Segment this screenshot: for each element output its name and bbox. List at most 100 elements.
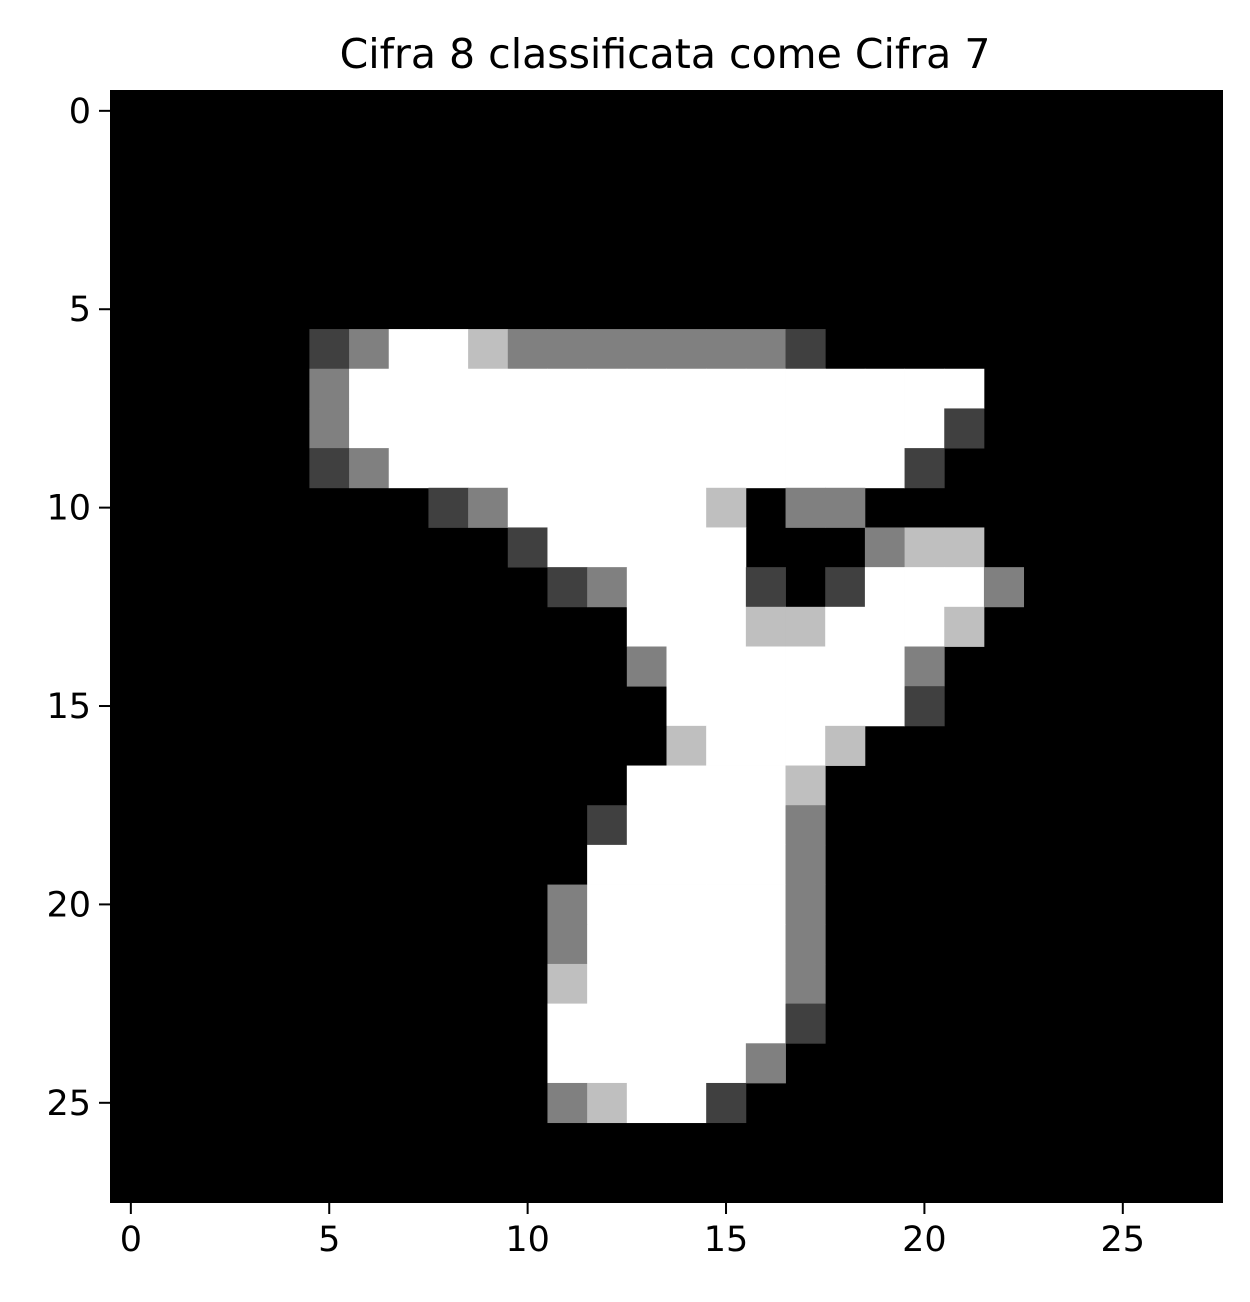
heatmap-cell (745, 924, 786, 965)
heatmap-cell (825, 368, 866, 409)
heatmap-cell (745, 448, 786, 489)
heatmap-cell (864, 527, 905, 568)
heatmap-cell (388, 448, 429, 489)
heatmap-cell (706, 686, 747, 727)
heatmap-cell (547, 329, 588, 370)
heatmap-cell (587, 1043, 628, 1084)
y-tick-label: 20 (46, 885, 91, 925)
heatmap-cell (626, 567, 667, 608)
heatmap-cell (468, 329, 509, 370)
heatmap-cell (666, 686, 707, 727)
heatmap-cell (785, 1003, 826, 1044)
heatmap-cell (745, 368, 786, 409)
heatmap-cell (626, 805, 667, 846)
heatmap-cell (666, 567, 707, 608)
heatmap-cell (626, 1003, 667, 1044)
heatmap-cell (626, 765, 667, 806)
heatmap-cell (864, 408, 905, 449)
heatmap-cell (547, 963, 588, 1005)
heatmap-cell (388, 329, 429, 370)
heatmap-cell (785, 329, 826, 370)
heatmap-cell (864, 567, 905, 608)
heatmap-cell (587, 368, 628, 409)
heatmap-cell (626, 924, 667, 965)
heatmap-cell (785, 725, 826, 766)
heatmap-cell (944, 567, 985, 608)
heatmap-cell (507, 487, 548, 528)
heatmap-cell (785, 487, 826, 528)
heatmap-cell (706, 329, 747, 370)
heatmap-cell (507, 408, 548, 449)
heatmap-cell (785, 844, 826, 885)
heatmap-cell (706, 924, 747, 965)
heatmap-cell (547, 487, 588, 528)
heatmap-cell (507, 368, 548, 409)
heatmap-cell (745, 408, 786, 449)
heatmap-cell (666, 448, 707, 489)
heatmap-cell (666, 1082, 707, 1124)
heatmap-cell (428, 448, 469, 489)
heatmap-cell (587, 924, 628, 965)
heatmap-cell (468, 487, 509, 528)
heatmap-cell (706, 408, 747, 449)
heatmap-cell (547, 1082, 588, 1124)
heatmap-cell (825, 725, 866, 766)
heatmap-cell (349, 408, 390, 449)
heatmap-cell (626, 606, 667, 647)
heatmap-cell (587, 567, 628, 608)
heatmap-cell (626, 884, 667, 925)
heatmap-cell (507, 527, 548, 568)
x-tick-label: 15 (704, 1220, 749, 1260)
heatmap-cell (904, 567, 945, 608)
heatmap-cell (706, 1082, 747, 1124)
heatmap-cell (666, 606, 707, 647)
heatmap-cell (428, 487, 469, 528)
heatmap-cell (388, 408, 429, 449)
heatmap-cell (349, 448, 390, 489)
y-tick-label: 25 (46, 1084, 91, 1124)
heatmap-cell (706, 765, 747, 806)
x-tick-label: 0 (120, 1220, 142, 1260)
x-tick-label: 20 (902, 1220, 947, 1260)
heatmap-cell (706, 527, 747, 568)
heatmap-cell (745, 844, 786, 885)
heatmap-cell (666, 408, 707, 449)
heatmap-cell (587, 408, 628, 449)
heatmap-cell (745, 646, 786, 687)
heatmap-cell (428, 368, 469, 409)
heatmap-cell (587, 527, 628, 568)
heatmap-cell (825, 686, 866, 727)
heatmap-cell (666, 963, 707, 1005)
heatmap-cell (706, 725, 747, 766)
heatmap-cell (706, 567, 747, 608)
heatmap-cell (666, 725, 707, 766)
x-tick-label: 10 (505, 1220, 550, 1260)
plot-area (110, 90, 1223, 1203)
heatmap-cell (745, 805, 786, 846)
heatmap-cell (309, 408, 350, 449)
heatmap-cell (745, 725, 786, 766)
heatmap-cell (309, 368, 350, 409)
heatmap-cell (666, 805, 707, 846)
x-tick-label: 25 (1101, 1220, 1146, 1260)
heatmap-cell (587, 963, 628, 1005)
heatmap-cell (547, 448, 588, 489)
heatmap-cell (587, 805, 628, 846)
heatmap-cell (745, 567, 786, 608)
heatmap-cell (706, 1003, 747, 1044)
heatmap-cell (706, 963, 747, 1005)
heatmap-cell (785, 448, 826, 489)
plot-frame (110, 90, 1223, 1203)
heatmap-cell (904, 606, 945, 647)
heatmap-cell (666, 646, 707, 687)
heatmap-cell (785, 924, 826, 965)
heatmap-cell (587, 884, 628, 925)
heatmap-cell (825, 408, 866, 449)
heatmap-cell (666, 487, 707, 528)
heatmap-cell (428, 329, 469, 370)
heatmap-cell (825, 606, 866, 647)
heatmap-cell (944, 368, 985, 409)
heatmap-cell (785, 646, 826, 687)
heatmap-cell (349, 329, 390, 370)
